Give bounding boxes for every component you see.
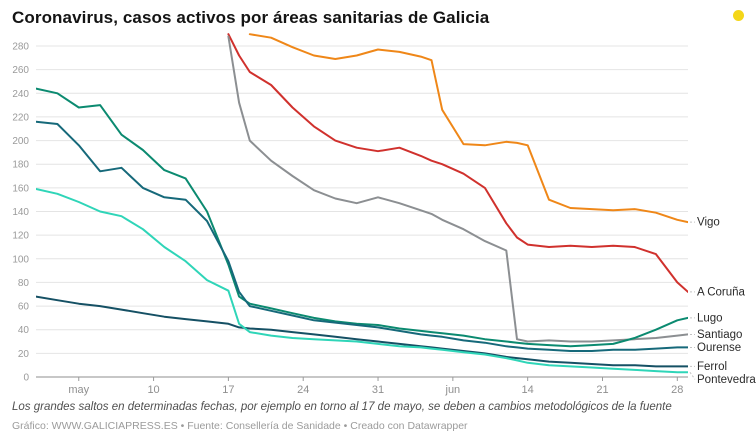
series-line-lugo [36,87,688,348]
y-tick-label: 160 [12,183,29,194]
x-tick-label: 10 [147,384,159,396]
site-logo-icon [733,10,744,21]
chart-credits: Gráfico: WWW.GALICIAPRESS.ES • Fuente: C… [12,420,468,432]
y-tick-label: 20 [18,349,30,360]
series-line-ferrol [36,295,688,368]
y-tick-label: 220 [12,112,29,123]
series-label-ferrol: Ferrol [697,361,727,373]
y-tick-label: 0 [23,373,29,384]
page-title: Coronavirus, casos activos por áreas san… [12,8,490,27]
y-tick-label: 260 [12,65,29,76]
y-tick-label: 180 [12,160,29,171]
series-line-santiago [227,35,688,343]
y-tick-label: 200 [12,136,29,147]
chart-area: 0 20 40 60 80 100 120 140 160 180 200 220 240 260 280 m… [0,30,756,396]
x-tick-label: may [68,384,89,396]
series-line-vigo [248,33,688,224]
y-tick-label: 280 [12,42,29,53]
series-label-santiago: Santiago [697,329,742,341]
line-chart: 0 20 40 60 80 100 120 140 160 180 200 220 240 260 280 m… [12,33,756,396]
y-tick-label: 240 [12,89,29,100]
y-tick-label: 40 [18,325,30,336]
series-label-pontevedra: Pontevedra [697,374,756,386]
x-tick-label: 14 [522,384,534,396]
y-tick-label: 80 [18,278,30,289]
label-leader-line [689,371,696,380]
y-tick-label: 120 [12,231,29,242]
x-tick-label: jun [445,384,461,396]
series-label-a-coru-a: A Coruña [697,286,746,298]
y-tick-label: 100 [12,254,29,265]
series-line-pontevedra [36,188,688,374]
series-label-lugo: Lugo [697,312,723,324]
x-tick-label: 17 [222,384,234,396]
x-tick-label: 31 [372,384,384,396]
y-tick-label: 60 [18,302,30,313]
chart-footnote: Los grandes saltos en determinadas fecha… [12,401,672,413]
series-label-ourense: Ourense [697,342,741,354]
x-tick-label: 28 [671,384,683,396]
x-tick-label: 24 [297,384,309,396]
x-tick-label: 21 [596,384,608,396]
series-label-vigo: Vigo [697,217,720,229]
series-line-ourense [36,120,688,352]
series-line-a-coru-a [227,33,688,293]
y-tick-label: 140 [12,207,29,218]
